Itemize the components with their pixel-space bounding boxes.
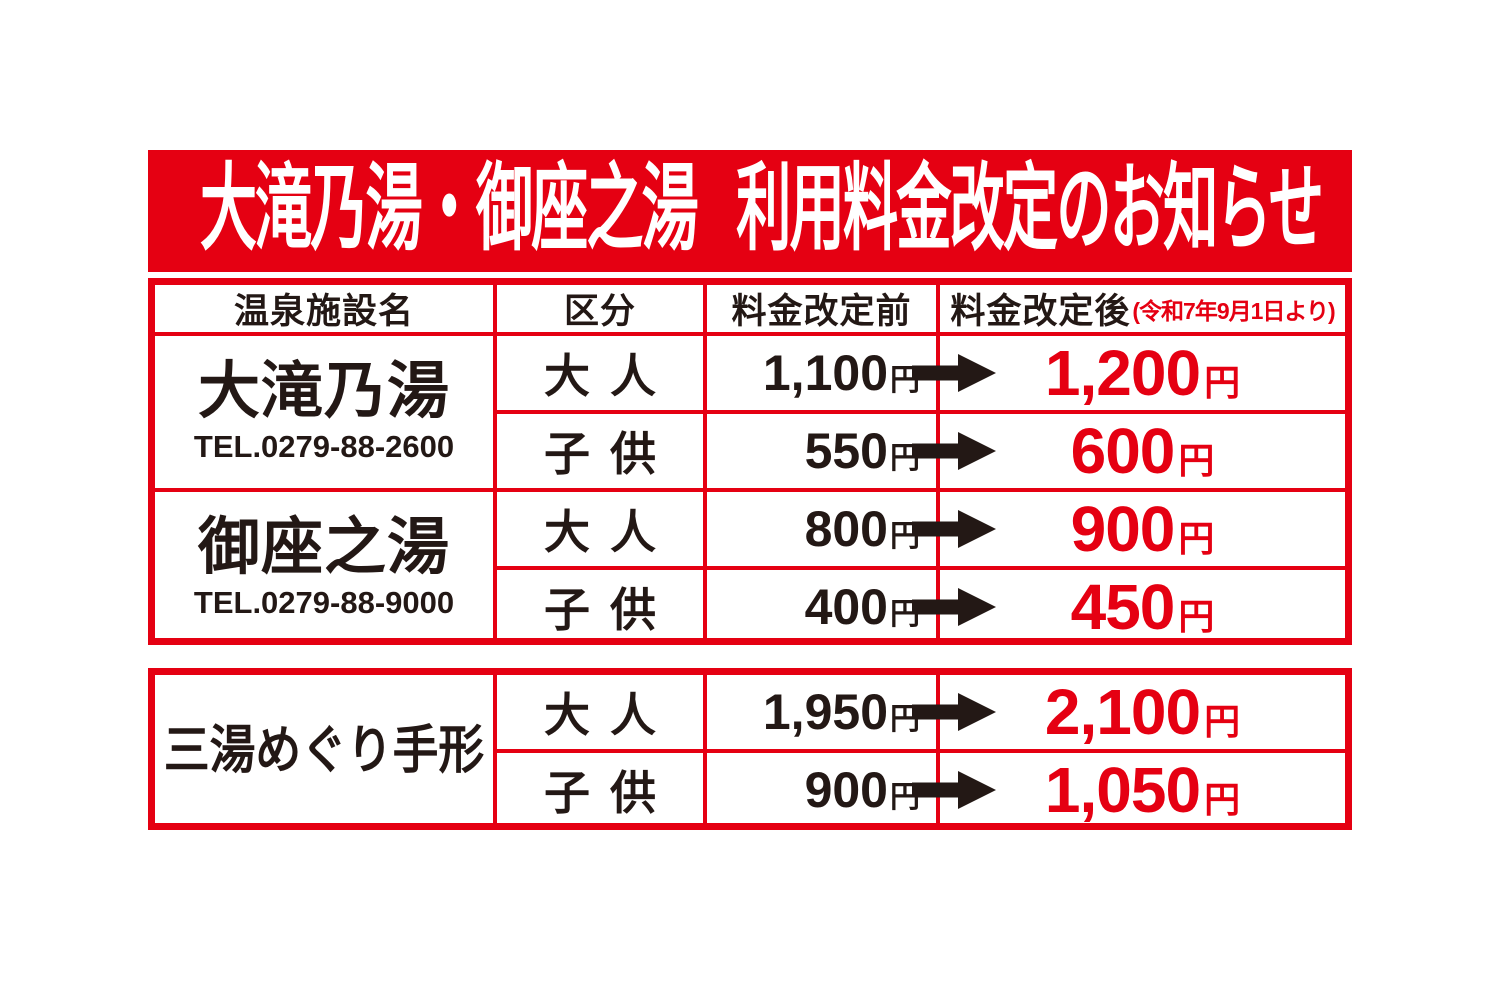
category-label: 子供 <box>544 584 676 636</box>
price-after-cell: 1,200 円 <box>940 336 1345 414</box>
category-label: 大人 <box>544 506 676 558</box>
price-table-pass: 三湯めぐり手形 大人 1,950円 2,100 円 子供 900円 1,050 円 <box>148 668 1352 830</box>
category-cell: 大人 <box>497 492 707 570</box>
banner-notice-title: 利用料金改定のお知らせ <box>736 156 1324 262</box>
price-before-cell: 900円 <box>707 753 996 827</box>
facility-name: 大滝乃湯 <box>197 357 450 427</box>
category-label: 大人 <box>544 350 676 402</box>
header-facility: 温泉施設名 <box>155 285 497 336</box>
header-price-after: 料金改定後 (令和7年9月1日より) <box>940 285 1345 336</box>
price-table-main: 温泉施設名 区分 料金改定前 料金改定後 (令和7年9月1日より) 大滝乃湯 TE… <box>148 278 1352 645</box>
header-price-before: 料金改定前 <box>707 285 940 336</box>
price-before-value: 550 <box>804 423 888 479</box>
header-price-after-label: 料金改定後 <box>950 292 1131 331</box>
price-after-value: 2,100 <box>1044 676 1201 748</box>
yen-suffix: 円 <box>890 442 920 475</box>
category-cell: 大人 <box>497 675 707 753</box>
price-before-value: 1,950 <box>762 684 888 740</box>
yen-suffix: 円 <box>890 520 920 553</box>
category-cell: 子供 <box>497 570 707 644</box>
price-before-cell: 400円 <box>707 570 996 644</box>
yen-suffix: 円 <box>1204 362 1241 403</box>
price-after-cell: 2,100 円 <box>940 675 1345 753</box>
facility-sanyu-meguri-tegata: 三湯めぐり手形 <box>155 675 497 827</box>
price-after-cell: 900 円 <box>940 492 1345 570</box>
yen-suffix: 円 <box>890 703 920 736</box>
category-cell: 子供 <box>497 414 707 492</box>
yen-suffix: 円 <box>1204 779 1241 820</box>
price-before-cell: 1,950円 <box>707 675 996 753</box>
price-after-value: 450 <box>1070 571 1176 643</box>
price-after-value: 900 <box>1070 493 1176 565</box>
category-label: 大人 <box>544 689 676 741</box>
facility-tel: TEL.0279-88-2600 <box>193 428 455 464</box>
banner-facility-names: 大滝乃湯・御座之湯 <box>200 156 699 262</box>
price-after-cell: 1,050 円 <box>940 753 1345 827</box>
header-effective-date-note: (令和7年9月1日より) <box>1132 297 1335 324</box>
price-before-value: 900 <box>804 762 888 818</box>
price-before-cell: 550円 <box>707 414 996 492</box>
facility-tel: TEL.0279-88-9000 <box>193 584 455 620</box>
yen-suffix: 円 <box>1204 701 1241 742</box>
price-before-value: 1,100 <box>762 345 888 401</box>
yen-suffix: 円 <box>890 364 920 397</box>
facility-gozanoyu: 御座之湯 TEL.0279-88-9000 <box>155 492 497 644</box>
price-before-cell: 1,100円 <box>707 336 996 414</box>
header-price-before-label: 料金改定前 <box>731 292 912 331</box>
yen-suffix: 円 <box>890 781 920 814</box>
price-after-value: 1,200 <box>1044 337 1201 409</box>
facility-name: 三湯めぐり手形 <box>163 721 485 780</box>
price-after-cell: 450 円 <box>940 570 1345 644</box>
category-cell: 大人 <box>497 336 707 414</box>
category-label: 子供 <box>544 767 676 819</box>
price-before-cell: 800円 <box>707 492 996 570</box>
price-before-value: 400 <box>804 579 888 635</box>
price-after-cell: 600 円 <box>940 414 1345 492</box>
category-label: 子供 <box>544 428 676 480</box>
price-after-value: 600 <box>1070 415 1176 487</box>
header-category-label: 区分 <box>563 292 636 331</box>
yen-suffix: 円 <box>1178 596 1215 637</box>
banner: 大滝乃湯・御座之湯 利用料金改定のお知らせ <box>148 150 1352 272</box>
yen-suffix: 円 <box>890 598 920 631</box>
header-category: 区分 <box>497 285 707 336</box>
price-after-value: 1,050 <box>1044 754 1201 826</box>
category-cell: 子供 <box>497 753 707 827</box>
yen-suffix: 円 <box>1178 440 1215 481</box>
header-facility-label: 温泉施設名 <box>233 292 414 331</box>
facility-name: 御座之湯 <box>197 513 450 583</box>
price-before-value: 800 <box>804 501 888 557</box>
facility-otakinoyu: 大滝乃湯 TEL.0279-88-2600 <box>155 336 497 492</box>
yen-suffix: 円 <box>1178 518 1215 559</box>
